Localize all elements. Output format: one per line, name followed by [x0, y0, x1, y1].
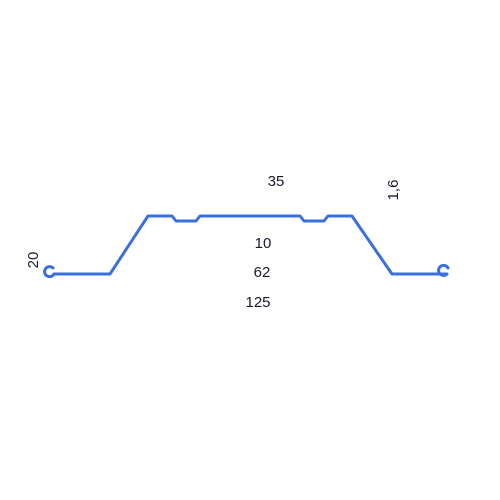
dim-label-overall_width: 125: [245, 294, 270, 311]
dim-label-bump_span: 10: [255, 235, 272, 252]
profile-diagram: 20 35 1,6 10 62 125: [0, 0, 500, 500]
dim-label-top_plateau: 35: [268, 173, 285, 190]
dim-label-mid_width: 62: [254, 264, 271, 281]
dim-label-flange_height: 20: [25, 252, 42, 269]
cross-section-path: [45, 216, 448, 277]
dim-label-thickness: 1,6: [385, 180, 402, 201]
